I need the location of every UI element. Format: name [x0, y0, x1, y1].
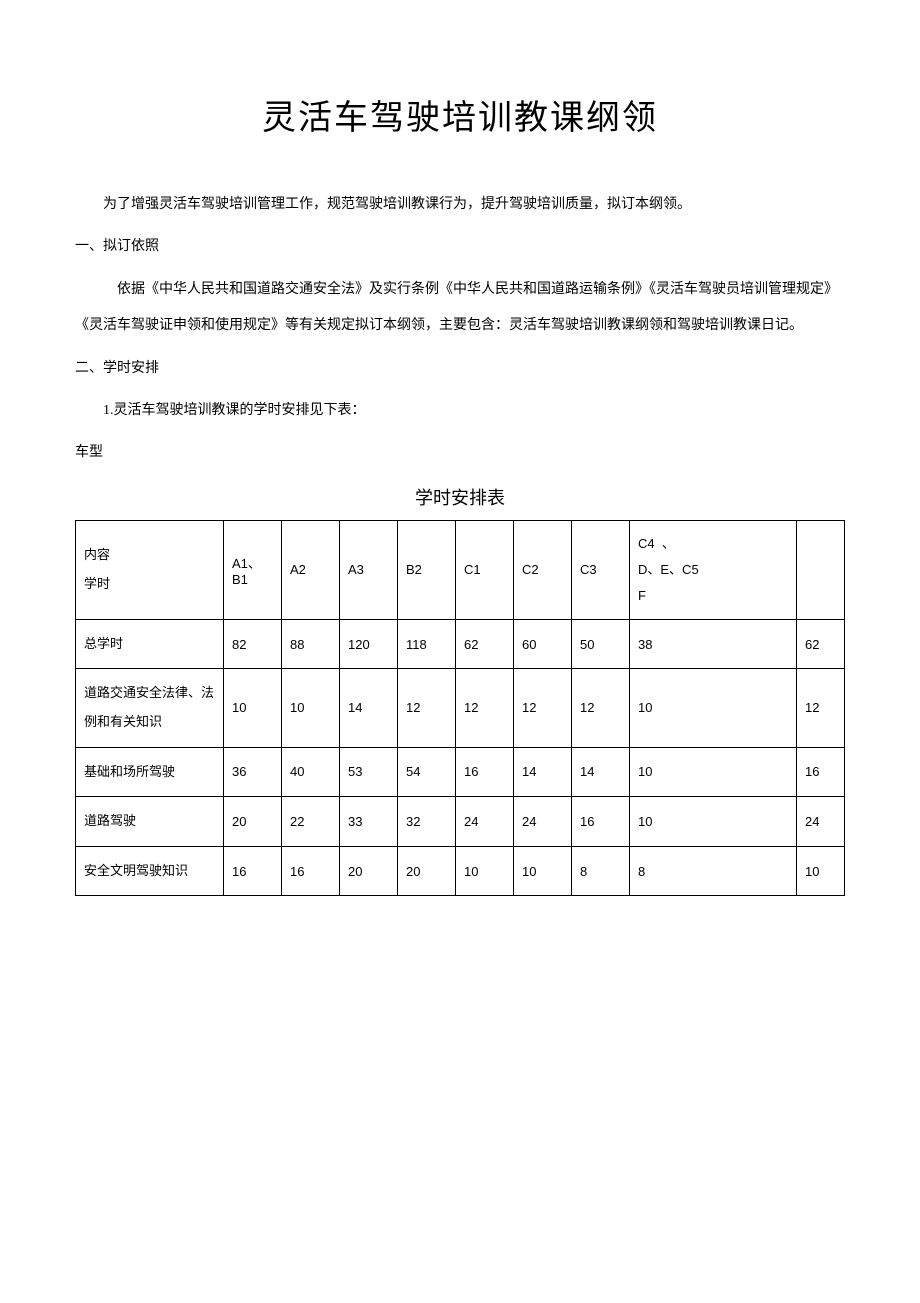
table-cell: 118: [398, 619, 456, 669]
table-cell: 62: [456, 619, 514, 669]
table-cell: 10: [630, 747, 797, 797]
table-cell: 10: [282, 669, 340, 747]
table-cell: 20: [398, 846, 456, 896]
table-cell: 50: [572, 619, 630, 669]
table-cell: 12: [797, 669, 845, 747]
table-cell: 24: [797, 797, 845, 847]
table-cell: 53: [340, 747, 398, 797]
table-row: 道路交通安全法律、法例和有关知识 10 10 14 12 12 12 12 10…: [76, 669, 845, 747]
header-line-1: 内容: [84, 541, 215, 570]
table-cell: 16: [282, 846, 340, 896]
table-cell: 20: [224, 797, 282, 847]
header-cell: A2: [282, 520, 340, 619]
table-cell: 16: [456, 747, 514, 797]
table-cell: 36: [224, 747, 282, 797]
table-cell: 12: [456, 669, 514, 747]
table-cell: 14: [340, 669, 398, 747]
header-cell: [797, 520, 845, 619]
header-cell: A1、B1: [224, 520, 282, 619]
table-cell: 10: [630, 797, 797, 847]
table-cell: 32: [398, 797, 456, 847]
header-cell: C4 、D、E、C5F: [630, 520, 797, 619]
table-header-row: 内容 学时 A1、B1 A2 A3 B2 C1 C2 C3 C4 、D、E、C5…: [76, 520, 845, 619]
table-cell: 24: [456, 797, 514, 847]
table-cell: 24: [514, 797, 572, 847]
intro-paragraph: 为了增强灵活车驾驶培训管理工作，规范驾驶培训教课行为，提升驾驶培训质量，拟订本纲…: [75, 187, 845, 223]
header-line-2: 学时: [84, 570, 215, 599]
table-row: 道路驾驶 20 22 33 32 24 24 16 10 24: [76, 797, 845, 847]
table-row: 安全文明驾驶知识 16 16 20 20 10 10 8 8 10: [76, 846, 845, 896]
header-cell: C1: [456, 520, 514, 619]
row-label: 道路驾驶: [76, 797, 224, 847]
table-cell: 62: [797, 619, 845, 669]
table-cell: 54: [398, 747, 456, 797]
table-cell: 12: [572, 669, 630, 747]
table-cell: 22: [282, 797, 340, 847]
header-cell-rowcol: 内容 学时: [76, 520, 224, 619]
header-cell: C2: [514, 520, 572, 619]
table-cell: 16: [797, 747, 845, 797]
table-cell: 12: [514, 669, 572, 747]
table-cell: 10: [514, 846, 572, 896]
row-label: 基础和场所驾驶: [76, 747, 224, 797]
vehicle-type-label: 车型: [75, 435, 845, 471]
table-row: 基础和场所驾驶 36 40 53 54 16 14 14 10 16: [76, 747, 845, 797]
row-label: 总学时: [76, 619, 224, 669]
table-cell: 10: [797, 846, 845, 896]
table-row: 总学时 82 88 120 118 62 60 50 38 62: [76, 619, 845, 669]
table-cell: 40: [282, 747, 340, 797]
table-cell: 10: [456, 846, 514, 896]
table-cell: 14: [514, 747, 572, 797]
section-1-heading: 一、拟订依照: [75, 229, 845, 265]
section-2-item-1: 1.灵活车驾驶培训教课的学时安排见下表：: [75, 393, 845, 429]
table-cell: 20: [340, 846, 398, 896]
table-cell: 16: [224, 846, 282, 896]
header-cell: A3: [340, 520, 398, 619]
row-label: 安全文明驾驶知识: [76, 846, 224, 896]
table-cell: 8: [572, 846, 630, 896]
table-cell: 14: [572, 747, 630, 797]
table-cell: 16: [572, 797, 630, 847]
table-title: 学时安排表: [75, 484, 845, 510]
table-cell: 60: [514, 619, 572, 669]
document-title: 灵活车驾驶培训教课纲领: [75, 90, 845, 139]
section-1-body: 依据《中华人民共和国道路交通安全法》及实行条例《中华人民共和国道路运输条例》《灵…: [75, 272, 845, 345]
table-cell: 10: [224, 669, 282, 747]
table-cell: 38: [630, 619, 797, 669]
table-cell: 12: [398, 669, 456, 747]
table-cell: 8: [630, 846, 797, 896]
header-cell: B2: [398, 520, 456, 619]
table-cell: 88: [282, 619, 340, 669]
table-cell: 120: [340, 619, 398, 669]
section-2-heading: 二、学时安排: [75, 351, 845, 387]
table-cell: 82: [224, 619, 282, 669]
header-cell: C3: [572, 520, 630, 619]
hours-table: 内容 学时 A1、B1 A2 A3 B2 C1 C2 C3 C4 、D、E、C5…: [75, 520, 845, 897]
table-cell: 33: [340, 797, 398, 847]
table-cell: 10: [630, 669, 797, 747]
row-label: 道路交通安全法律、法例和有关知识: [76, 669, 224, 747]
